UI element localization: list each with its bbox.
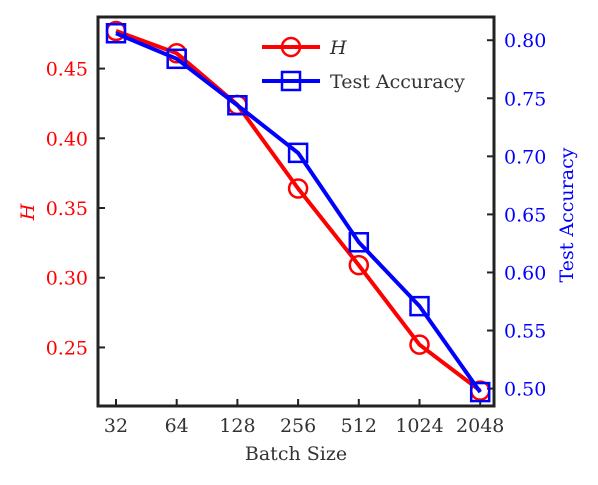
right-tick-label: 0.70 bbox=[504, 146, 546, 168]
legend-acc-marker bbox=[280, 70, 302, 92]
h-point bbox=[348, 254, 370, 276]
left-tick-label: 0.40 bbox=[46, 128, 88, 150]
legend: H Test Accuracy bbox=[262, 36, 465, 93]
x-tick-label: 1024 bbox=[395, 415, 443, 437]
right-tick-label: 0.55 bbox=[504, 321, 546, 343]
left-tick-label: 0.30 bbox=[46, 268, 88, 290]
right-tick-label: 0.60 bbox=[504, 262, 546, 284]
plot-frame bbox=[96, 15, 496, 408]
h-point bbox=[409, 334, 430, 355]
x-tick-label: 64 bbox=[165, 415, 189, 437]
right-axis-title: Test Accuracy bbox=[556, 147, 578, 282]
legend-acc-label: Test Accuracy bbox=[330, 71, 465, 93]
series-line-h bbox=[115, 29, 482, 393]
series-line-test-accuracy bbox=[115, 31, 482, 394]
test-accuracy-point bbox=[348, 232, 370, 253]
left-tick-label: 0.25 bbox=[46, 337, 88, 359]
x-tick-label: 2048 bbox=[456, 415, 504, 437]
test-accuracy-point bbox=[227, 95, 248, 116]
right-tick-label: 0.50 bbox=[504, 379, 546, 401]
test-accuracy-point bbox=[166, 48, 187, 70]
x-axis-title: Batch Size bbox=[245, 443, 347, 465]
left-axis-ticks: 0.25 0.30 0.35 0.40 0.45 bbox=[46, 59, 105, 359]
x-axis-ticks: 32 64 128 256 512 1024 2048 bbox=[104, 399, 504, 437]
test-accuracy-point bbox=[105, 23, 127, 44]
x-tick-label: 512 bbox=[341, 415, 377, 437]
x-tick-label: 32 bbox=[104, 415, 128, 437]
x-tick-label: 256 bbox=[280, 415, 316, 437]
legend-h-marker bbox=[280, 36, 302, 58]
h-point bbox=[287, 178, 309, 199]
left-tick-label: 0.45 bbox=[46, 59, 88, 81]
left-tick-label: 0.35 bbox=[46, 198, 88, 220]
right-axis-ticks: 0.50 0.55 0.60 0.65 0.70 0.75 0.80 bbox=[487, 30, 546, 401]
test-accuracy-point bbox=[409, 295, 430, 317]
right-tick-label: 0.75 bbox=[504, 88, 546, 110]
test-accuracy-point bbox=[287, 142, 309, 164]
x-tick-label: 128 bbox=[219, 415, 255, 437]
series-group bbox=[105, 20, 491, 403]
right-tick-label: 0.80 bbox=[504, 30, 546, 52]
test-accuracy-point bbox=[469, 381, 491, 403]
legend-h-label: H bbox=[329, 37, 347, 59]
left-axis-title: H bbox=[17, 203, 39, 221]
right-tick-label: 0.65 bbox=[504, 204, 546, 226]
